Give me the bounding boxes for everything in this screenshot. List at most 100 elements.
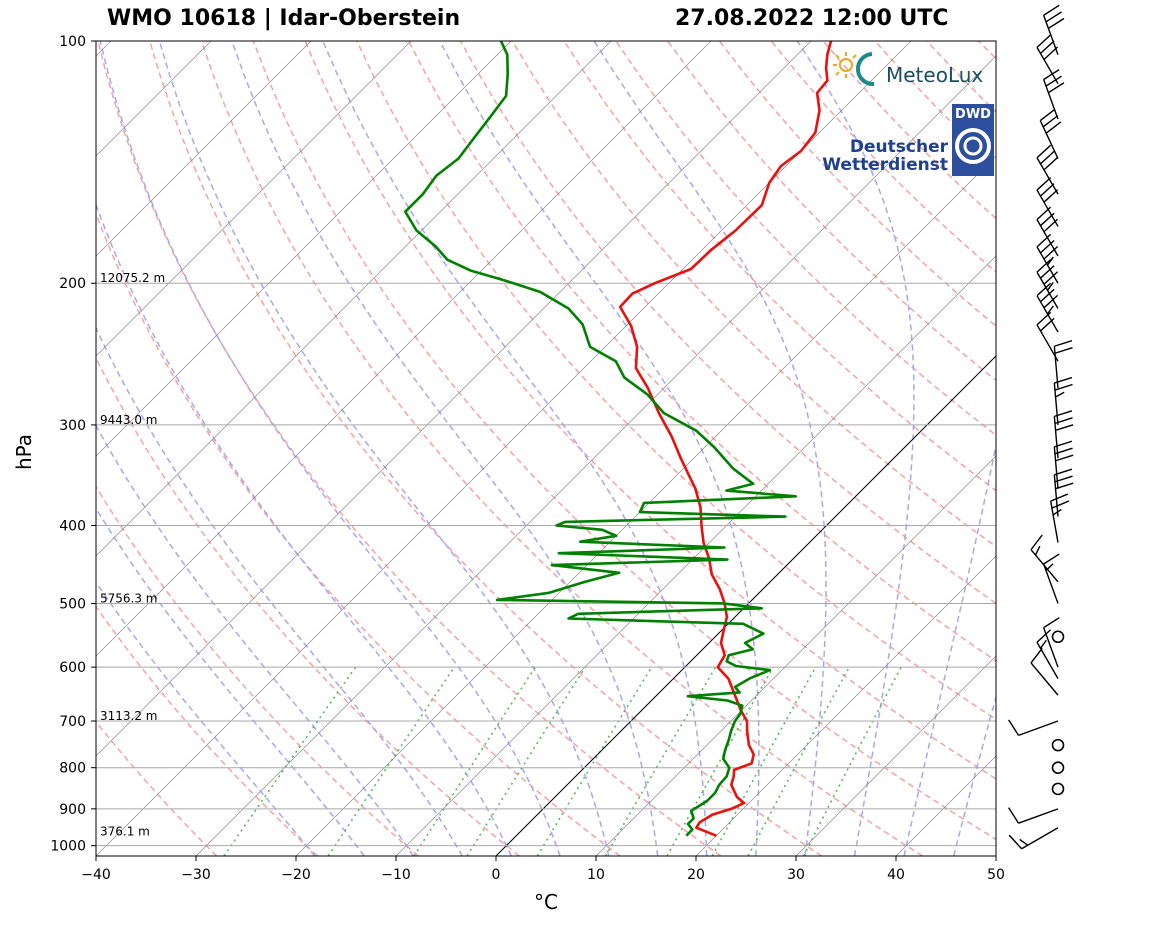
barb-staff	[1018, 808, 1059, 824]
moist-adiabat	[96, 202, 512, 856]
y-tick-label: 1000	[50, 839, 86, 855]
dry-adiabat	[667, 41, 996, 382]
barb-feather	[1055, 424, 1074, 432]
dry-adiabat	[977, 41, 996, 60]
wind-barb	[1051, 630, 1065, 644]
x-tick-label: −10	[381, 867, 411, 883]
isotherm	[195, 55, 996, 856]
barb-feather	[1043, 156, 1059, 171]
dwd-logo: Deutscher Wetterdienst DWD	[822, 104, 996, 178]
x-tick-label: 50	[987, 867, 1005, 883]
barb-feather	[1045, 121, 1062, 134]
barb-feather	[1045, 11, 1062, 23]
barb-feather	[1054, 347, 1073, 354]
mixing-ratio-line	[747, 666, 850, 856]
datetime-title: 27.08.2022 12:00 UTC	[675, 6, 949, 31]
height-label: 5756.3 m	[100, 591, 158, 605]
barb-feather	[1008, 719, 1020, 736]
barb-feather	[1039, 108, 1056, 122]
y-tick-label: 500	[59, 596, 86, 612]
dwd-line1: Deutscher	[849, 137, 948, 157]
axes: −40 −30 −20 −10 0 10 20 30 40 50 100 200 300 400 500 60…	[50, 34, 1005, 883]
calm-circle	[1051, 761, 1065, 774]
isotherm	[96, 41, 812, 757]
barb-feather	[1008, 807, 1020, 824]
isotherm	[96, 41, 512, 457]
wind-barb	[1036, 259, 1059, 309]
x-tick-label: 40	[887, 867, 905, 883]
dry-adiabat	[97, 41, 722, 856]
barb-staff	[1042, 79, 1059, 120]
moist-adiabat	[96, 580, 316, 856]
barb-feather	[1043, 553, 1060, 565]
barb-feather	[1055, 454, 1074, 462]
barb-feather	[1040, 239, 1055, 254]
calm-circle	[1051, 738, 1065, 752]
wind-barb	[1051, 761, 1065, 774]
isotherm	[96, 41, 412, 357]
moist-adiabat	[158, 41, 610, 856]
barb-feather	[1054, 383, 1073, 391]
barb-feather	[1051, 500, 1070, 509]
meteolux-wordmark: MeteoLux	[886, 63, 984, 87]
x-tick-label: −20	[281, 867, 311, 883]
y-tick-label: 600	[59, 660, 86, 676]
barb-feather	[1040, 183, 1055, 197]
calm-circle	[1051, 630, 1065, 644]
isotherm	[795, 655, 996, 856]
moist-adiabat	[96, 507, 365, 856]
dewpoint-profile	[404, 41, 797, 837]
isotherm	[395, 255, 996, 856]
x-tick-label: 20	[687, 867, 705, 883]
meteolux-logo: MeteoLux	[830, 46, 995, 94]
wind-barb	[1042, 553, 1060, 604]
isotherm	[96, 41, 712, 657]
wind-barb	[1051, 782, 1065, 796]
barb-feather	[1043, 246, 1059, 260]
barb-feather	[1019, 838, 1029, 846]
dry-adiabat	[200, 41, 923, 856]
dwd-line2: Wetterdienst	[822, 155, 948, 175]
barb-feather	[1034, 545, 1041, 556]
mixing-ratio-line	[223, 666, 357, 856]
x-tick-label: −40	[81, 867, 111, 883]
height-label: 12075.2 m	[100, 271, 165, 285]
mixing-ratio-line	[802, 666, 902, 856]
dwd-badge: DWD	[952, 104, 994, 176]
barb-feather	[1036, 177, 1052, 191]
barb-feather	[1043, 4, 1060, 16]
sun-logo-icon	[833, 52, 875, 87]
isotherm	[96, 41, 912, 856]
isotherm	[295, 155, 996, 856]
barb-feather	[1054, 340, 1073, 347]
moist-adiabat	[322, 41, 708, 856]
height-label: 9443.0 m	[100, 413, 158, 427]
wind-barb	[1008, 807, 1059, 824]
mixing-ratio-line	[413, 666, 536, 856]
mixing-ratio-line	[327, 666, 455, 856]
wind-barb	[1050, 493, 1070, 543]
barb-feather	[1043, 617, 1060, 629]
moist-adiabat	[96, 424, 415, 856]
wind-barb	[1036, 144, 1059, 195]
barb-feather	[1036, 259, 1052, 273]
isotherm	[595, 455, 996, 856]
background-grid	[0, 41, 996, 856]
barb-feather	[1036, 629, 1052, 643]
barb-staff	[1030, 662, 1059, 696]
barb-feather	[1042, 115, 1059, 128]
height-labels: 12075.2 m 9443.0 m 5756.3 m 3113.2 m 376.1 m	[100, 271, 165, 838]
barb-feather	[1046, 305, 1054, 315]
isotherm	[0, 41, 11, 856]
y-tick-label: 700	[59, 714, 86, 730]
wind-barb	[1030, 647, 1059, 696]
barb-feather	[1055, 391, 1065, 398]
barb-feather	[1030, 647, 1043, 664]
calm-circle	[1051, 782, 1065, 796]
height-label: 3113.2 m	[100, 709, 158, 723]
wind-barb	[1039, 108, 1062, 159]
x-tick-label: −30	[181, 867, 211, 883]
x-tick-label: 10	[587, 867, 605, 883]
temperature-profile	[618, 41, 833, 837]
dry-adiabat	[96, 605, 319, 856]
